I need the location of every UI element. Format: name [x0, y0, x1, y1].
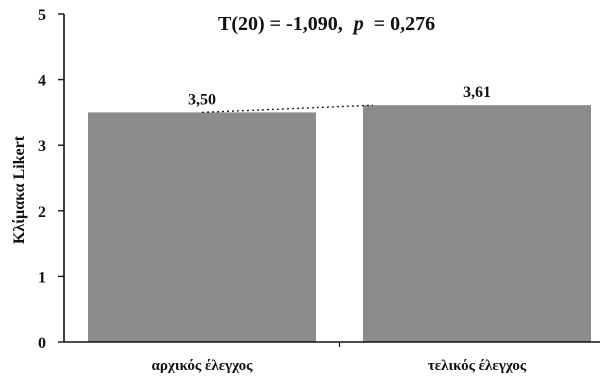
stat-annotation-suffix: = 0,276 [374, 13, 435, 35]
value-label-2: 3,61 [463, 84, 491, 101]
plot-area [88, 104, 591, 343]
y-tick-label-0: 0 [38, 335, 46, 352]
bar-1 [88, 112, 316, 343]
mean-connector-line [201, 104, 374, 114]
category-label-1: αρχικός έλεγχος [152, 358, 254, 374]
y-tick-label-3: 3 [38, 138, 46, 155]
y-tick-label-5: 5 [38, 7, 46, 24]
value-label-1: 3,50 [188, 91, 216, 108]
stat-annotation: T(20) = -1,090, p = 0,276 [218, 13, 435, 35]
y-tick-label-2: 2 [38, 204, 46, 221]
stat-annotation-prefix: T(20) = -1,090, [218, 13, 343, 35]
y-tick-label-4: 4 [38, 73, 46, 90]
y-tick-label-1: 1 [38, 269, 46, 286]
bar-2 [363, 105, 591, 343]
stat-annotation-p: p [352, 13, 364, 35]
y-axis-title: Κλίμακα Likert [11, 135, 28, 244]
category-label-2: τελικός έλεγχος [428, 358, 527, 374]
